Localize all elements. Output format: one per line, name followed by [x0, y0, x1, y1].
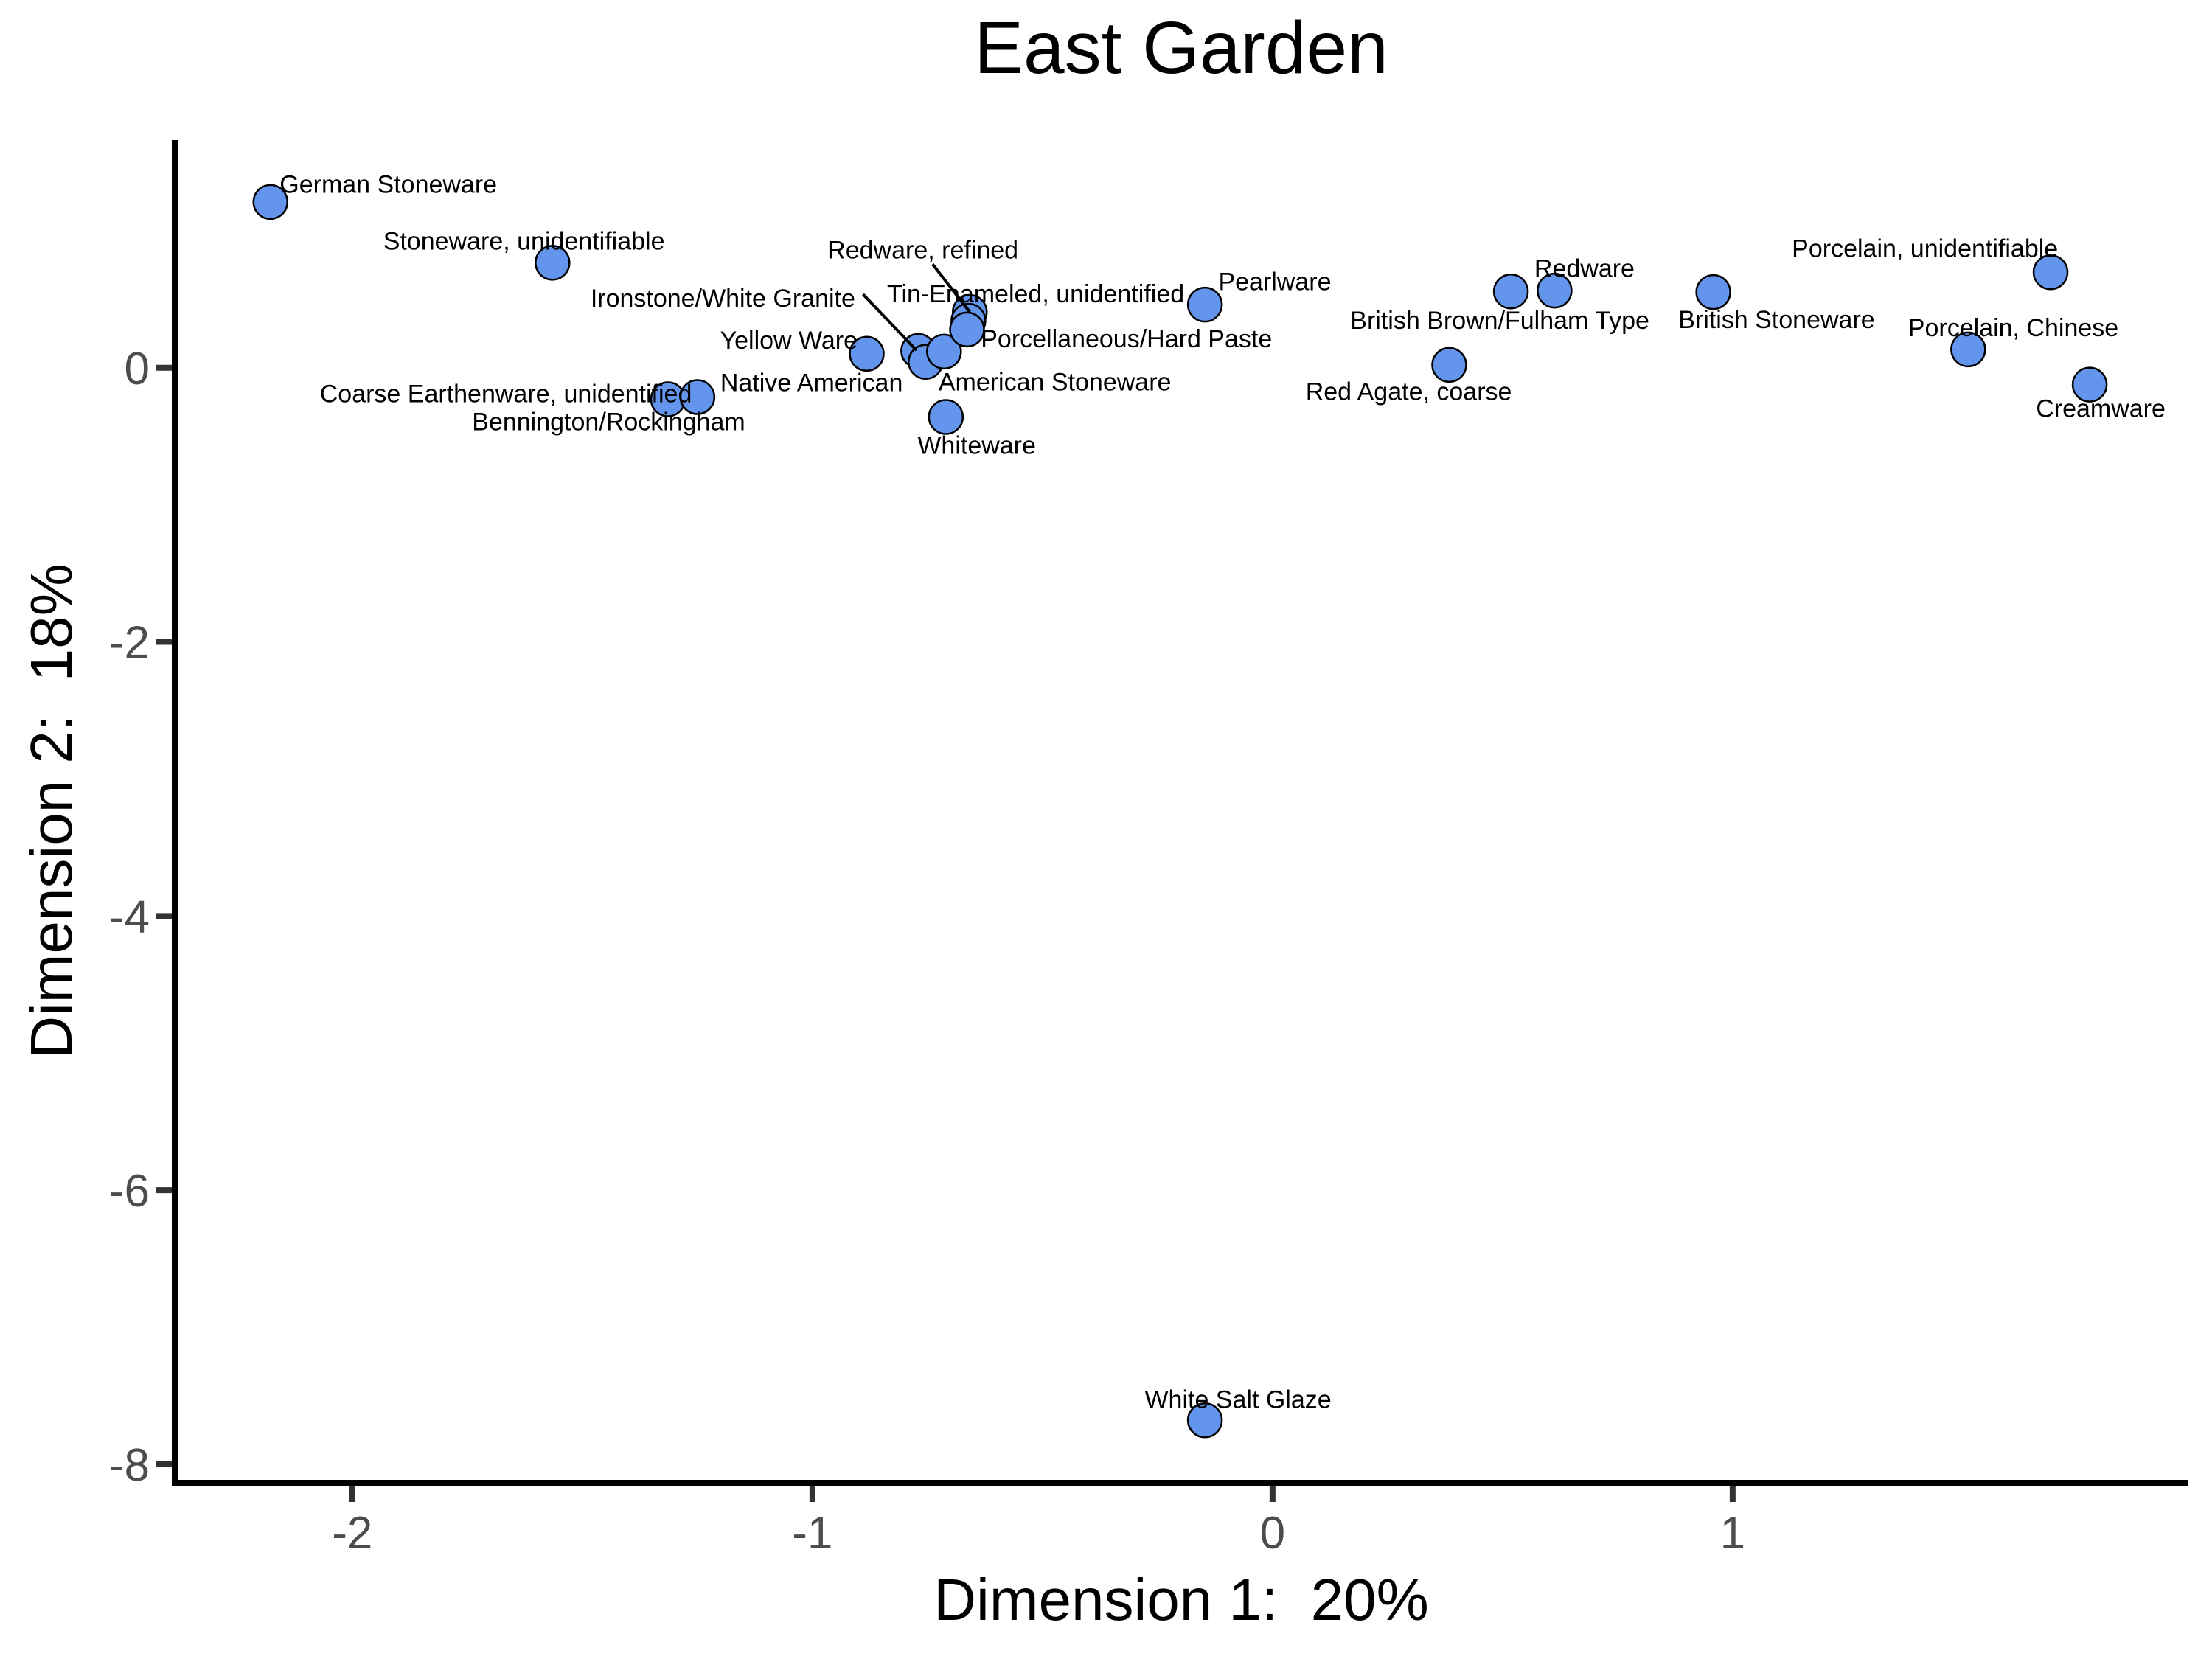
data-point — [1186, 1402, 1223, 1439]
x-tick-label: -2 — [332, 1508, 372, 1559]
point-label: White Salt Glaze — [1144, 1385, 1331, 1413]
point-label: British Brown/Fulham Type — [1350, 307, 1649, 335]
point-label: American Stoneware — [939, 369, 1172, 397]
chart-title: East Garden — [974, 7, 1388, 89]
data-point — [1186, 286, 1223, 323]
point-label: Porcelain, Chinese — [1908, 314, 2118, 342]
point-label: Bennington/Rockingham — [472, 408, 745, 436]
data-point — [1950, 331, 1986, 368]
label-leader-line — [862, 293, 918, 352]
point-label: Yellow Ware — [720, 327, 858, 355]
data-point — [2032, 254, 2069, 291]
point-label: Ironstone/White Granite — [591, 285, 855, 313]
point-label: Stoneware, unidentifiable — [383, 227, 665, 255]
point-label: Redware, refined — [827, 236, 1018, 264]
y-axis-title: Dimension 2: 18% — [18, 563, 84, 1059]
y-tick-label: -4 — [109, 891, 150, 942]
point-label: Redware — [1534, 254, 1635, 282]
y-tick-label: -2 — [109, 618, 150, 669]
data-point — [1695, 274, 1731, 310]
x-tick-label: 0 — [1260, 1508, 1285, 1559]
point-label: German Stoneware — [279, 171, 497, 199]
data-point — [2071, 366, 2108, 403]
point-label: Whiteware — [917, 431, 1036, 459]
data-point — [1492, 273, 1529, 310]
data-point — [926, 333, 962, 370]
point-label: Native American — [720, 369, 903, 397]
data-point — [679, 379, 716, 415]
point-label: Coarse Earthenware, unidentified — [320, 380, 692, 408]
point-label: Tin-Enameled, unidentified — [887, 280, 1184, 308]
data-point — [535, 245, 571, 281]
data-point — [252, 184, 289, 220]
x-tick-label: 1 — [1720, 1508, 1745, 1559]
data-point — [1431, 347, 1467, 383]
point-label: Porcelain, unidentifiable — [1792, 234, 2058, 262]
x-axis-title: Dimension 1: 20% — [933, 1567, 1429, 1632]
data-point — [1537, 272, 1573, 309]
data-point — [949, 311, 985, 348]
y-tick-label: -6 — [109, 1166, 150, 1217]
label-leader-line — [931, 263, 971, 313]
point-label: British Stoneware — [1678, 306, 1874, 334]
point-label: Porcellaneous/Hard Paste — [981, 325, 1272, 353]
data-point — [849, 335, 885, 372]
point-label: Red Agate, coarse — [1306, 378, 1512, 406]
y-tick-label: 0 — [125, 344, 150, 394]
x-tick-label: -1 — [792, 1508, 832, 1559]
point-label: Pearlware — [1218, 268, 1331, 296]
data-point — [928, 399, 964, 435]
point-label: Creamware — [2036, 395, 2166, 423]
y-tick-label: -8 — [109, 1440, 150, 1491]
